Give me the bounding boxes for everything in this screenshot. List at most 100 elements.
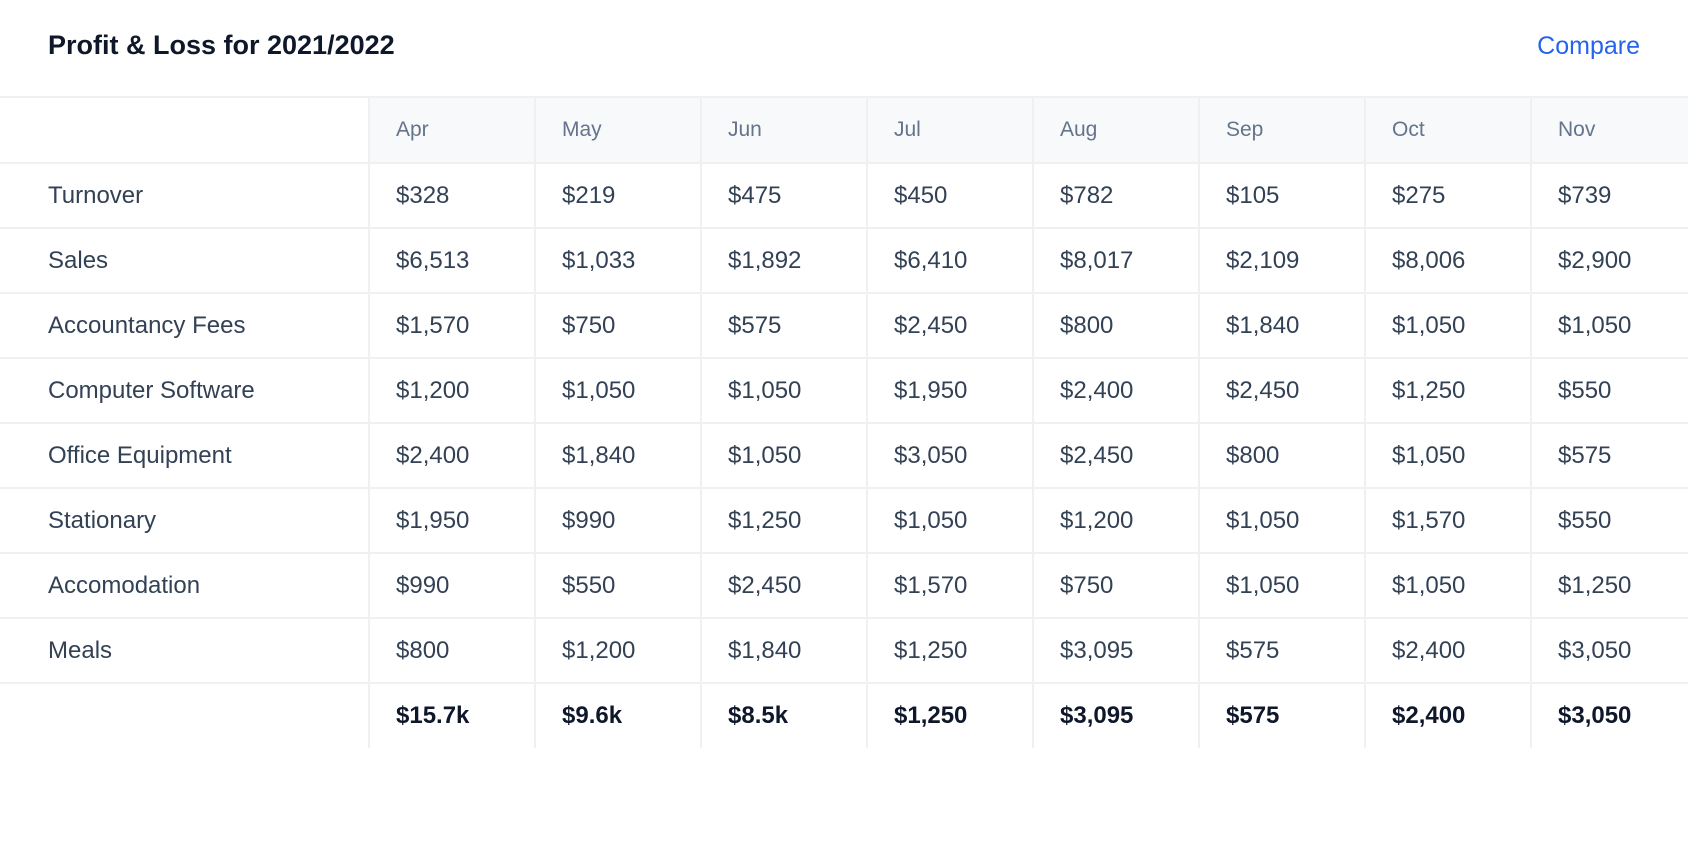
value-cell: $1,050 xyxy=(700,357,867,423)
table-row: Turnover $328 $219 $475 $450 $782 $105 $275 $739 xyxy=(0,162,1688,228)
total-cell: $3,050 xyxy=(1530,682,1688,748)
value-cell: $275 xyxy=(1364,162,1531,228)
value-cell: $2,109 xyxy=(1198,227,1365,293)
column-header-apr: Apr xyxy=(368,96,535,163)
page-title: Profit & Loss for 2021/2022 xyxy=(48,30,395,60)
value-cell: $6,513 xyxy=(368,227,535,293)
table-row: Accountancy Fees $1,570 $750 $575 $2,450 $800… xyxy=(0,292,1688,358)
card-header: Profit & Loss for 2021/2022 Compare xyxy=(0,0,1688,97)
value-cell: $2,450 xyxy=(1198,357,1365,423)
value-cell: $1,050 xyxy=(534,357,701,423)
value-cell: $8,017 xyxy=(1032,227,1199,293)
value-cell: $1,950 xyxy=(866,357,1033,423)
row-label: Office Equipment xyxy=(0,422,369,488)
value-cell: $2,900 xyxy=(1530,227,1688,293)
value-cell: $1,200 xyxy=(1032,487,1199,553)
column-header-aug: Aug xyxy=(1032,96,1199,163)
value-cell: $1,892 xyxy=(700,227,867,293)
compare-link[interactable]: Compare xyxy=(1537,32,1640,60)
value-cell: $800 xyxy=(1198,422,1365,488)
table-row: Office Equipment $2,400 $1,840 $1,050 $3,050… xyxy=(0,422,1688,488)
table-header-row: Apr May Jun Jul Aug Sep Oct Nov xyxy=(0,96,1688,163)
value-cell: $2,400 xyxy=(1032,357,1199,423)
value-cell: $1,200 xyxy=(534,617,701,683)
table-row: Sales $6,513 $1,033 $1,892 $6,410 $8,017 $2,10… xyxy=(0,227,1688,293)
column-header-jul: Jul xyxy=(866,96,1033,163)
total-cell: $575 xyxy=(1198,682,1365,748)
value-cell: $750 xyxy=(1032,552,1199,618)
value-cell: $1,950 xyxy=(368,487,535,553)
row-label: Computer Software xyxy=(0,357,369,423)
value-cell: $1,250 xyxy=(1530,552,1688,618)
value-cell: $1,840 xyxy=(1198,292,1365,358)
value-cell: $450 xyxy=(866,162,1033,228)
value-cell: $990 xyxy=(368,552,535,618)
value-cell: $1,050 xyxy=(866,487,1033,553)
value-cell: $1,840 xyxy=(534,422,701,488)
value-cell: $1,570 xyxy=(1364,487,1531,553)
value-cell: $475 xyxy=(700,162,867,228)
value-cell: $1,250 xyxy=(866,617,1033,683)
value-cell: $1,050 xyxy=(1530,292,1688,358)
value-cell: $750 xyxy=(534,292,701,358)
value-cell: $739 xyxy=(1530,162,1688,228)
total-cell: $1,250 xyxy=(866,682,1033,748)
value-cell: $1,250 xyxy=(1364,357,1531,423)
value-cell: $1,050 xyxy=(700,422,867,488)
value-cell: $105 xyxy=(1198,162,1365,228)
totals-label-cell xyxy=(0,682,369,748)
value-cell: $2,400 xyxy=(1364,617,1531,683)
total-cell: $9.6k xyxy=(534,682,701,748)
table-row: Accomodation $990 $550 $2,450 $1,570 $750 $1,0… xyxy=(0,552,1688,618)
value-cell: $2,450 xyxy=(700,552,867,618)
value-cell: $3,095 xyxy=(1032,617,1199,683)
value-cell: $1,250 xyxy=(700,487,867,553)
value-cell: $2,400 xyxy=(368,422,535,488)
value-cell: $1,840 xyxy=(700,617,867,683)
value-cell: $800 xyxy=(368,617,535,683)
column-header-may: May xyxy=(534,96,701,163)
value-cell: $3,050 xyxy=(1530,617,1688,683)
row-label: Turnover xyxy=(0,162,369,228)
value-cell: $550 xyxy=(1530,487,1688,553)
value-cell: $575 xyxy=(1530,422,1688,488)
column-header-jun: Jun xyxy=(700,96,867,163)
total-cell: $3,095 xyxy=(1032,682,1199,748)
totals-row: $15.7k $9.6k $8.5k $1,250 $3,095 $575 $2,400 $3… xyxy=(0,682,1688,748)
value-cell: $1,200 xyxy=(368,357,535,423)
value-cell: $8,006 xyxy=(1364,227,1531,293)
value-cell: $1,050 xyxy=(1364,552,1531,618)
value-cell: $575 xyxy=(1198,617,1365,683)
value-cell: $2,450 xyxy=(866,292,1033,358)
total-cell: $2,400 xyxy=(1364,682,1531,748)
value-cell: $2,450 xyxy=(1032,422,1199,488)
row-label: Sales xyxy=(0,227,369,293)
value-cell: $1,050 xyxy=(1364,292,1531,358)
row-label: Meals xyxy=(0,617,369,683)
value-cell: $1,050 xyxy=(1198,552,1365,618)
value-cell: $219 xyxy=(534,162,701,228)
value-cell: $1,050 xyxy=(1198,487,1365,553)
profit-loss-table: Apr May Jun Jul Aug Sep Oct Nov Turnover $328 $21… xyxy=(0,96,1688,748)
value-cell: $550 xyxy=(534,552,701,618)
value-cell: $1,570 xyxy=(866,552,1033,618)
column-header-nov: Nov xyxy=(1530,96,1688,163)
table-row: Meals $800 $1,200 $1,840 $1,250 $3,095 $575 $2,… xyxy=(0,617,1688,683)
value-cell: $782 xyxy=(1032,162,1199,228)
value-cell: $1,033 xyxy=(534,227,701,293)
value-cell: $575 xyxy=(700,292,867,358)
value-cell: $3,050 xyxy=(866,422,1033,488)
value-cell: $990 xyxy=(534,487,701,553)
header-blank-cell xyxy=(0,96,369,163)
column-header-oct: Oct xyxy=(1364,96,1531,163)
value-cell: $1,570 xyxy=(368,292,535,358)
row-label: Stationary xyxy=(0,487,369,553)
value-cell: $550 xyxy=(1530,357,1688,423)
row-label: Accomodation xyxy=(0,552,369,618)
value-cell: $1,050 xyxy=(1364,422,1531,488)
value-cell: $6,410 xyxy=(866,227,1033,293)
total-cell: $15.7k xyxy=(368,682,535,748)
value-cell: $328 xyxy=(368,162,535,228)
column-header-sep: Sep xyxy=(1198,96,1365,163)
total-cell: $8.5k xyxy=(700,682,867,748)
